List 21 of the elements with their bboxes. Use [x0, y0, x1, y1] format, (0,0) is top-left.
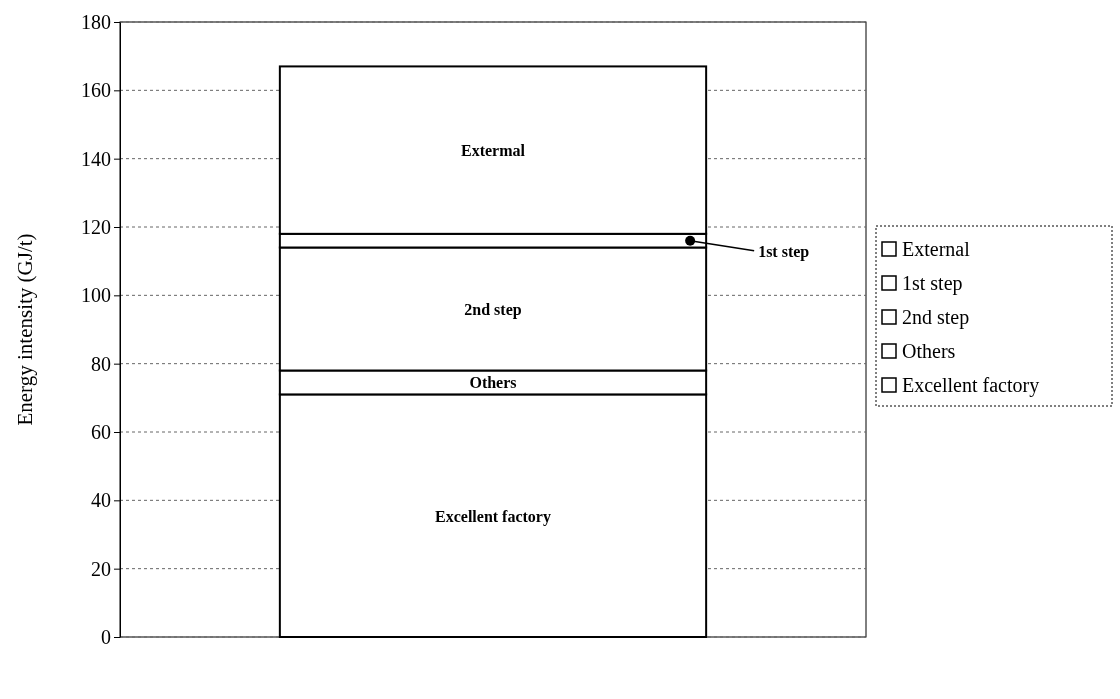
y-tick-label: 40 — [91, 489, 111, 512]
legend-label: 2nd step — [902, 306, 970, 329]
y-tick-label: 0 — [101, 625, 111, 648]
annotation: Extermal — [461, 142, 526, 160]
y-axis-title: Energy intensity (GJ/t) — [13, 233, 37, 426]
y-tick-label: 80 — [91, 352, 111, 375]
y-tick-label: 180 — [81, 10, 111, 33]
legend-label: 1st step — [902, 272, 963, 295]
annotation: 2nd step — [464, 301, 522, 319]
legend-label: Excellent factory — [902, 374, 1040, 397]
y-tick-label: 60 — [91, 420, 111, 443]
legend-label: External — [902, 238, 971, 260]
legend-label: Others — [902, 340, 956, 362]
annotation: 1st step — [758, 242, 810, 261]
annotation: Excellent factory — [435, 507, 551, 526]
y-tick-label: 140 — [81, 147, 111, 170]
y-tick-label: 20 — [91, 557, 111, 580]
annotation: Others — [469, 374, 517, 392]
y-tick-label: 120 — [81, 215, 111, 238]
y-tick-label: 100 — [81, 284, 111, 307]
y-tick-label: 160 — [81, 79, 111, 102]
